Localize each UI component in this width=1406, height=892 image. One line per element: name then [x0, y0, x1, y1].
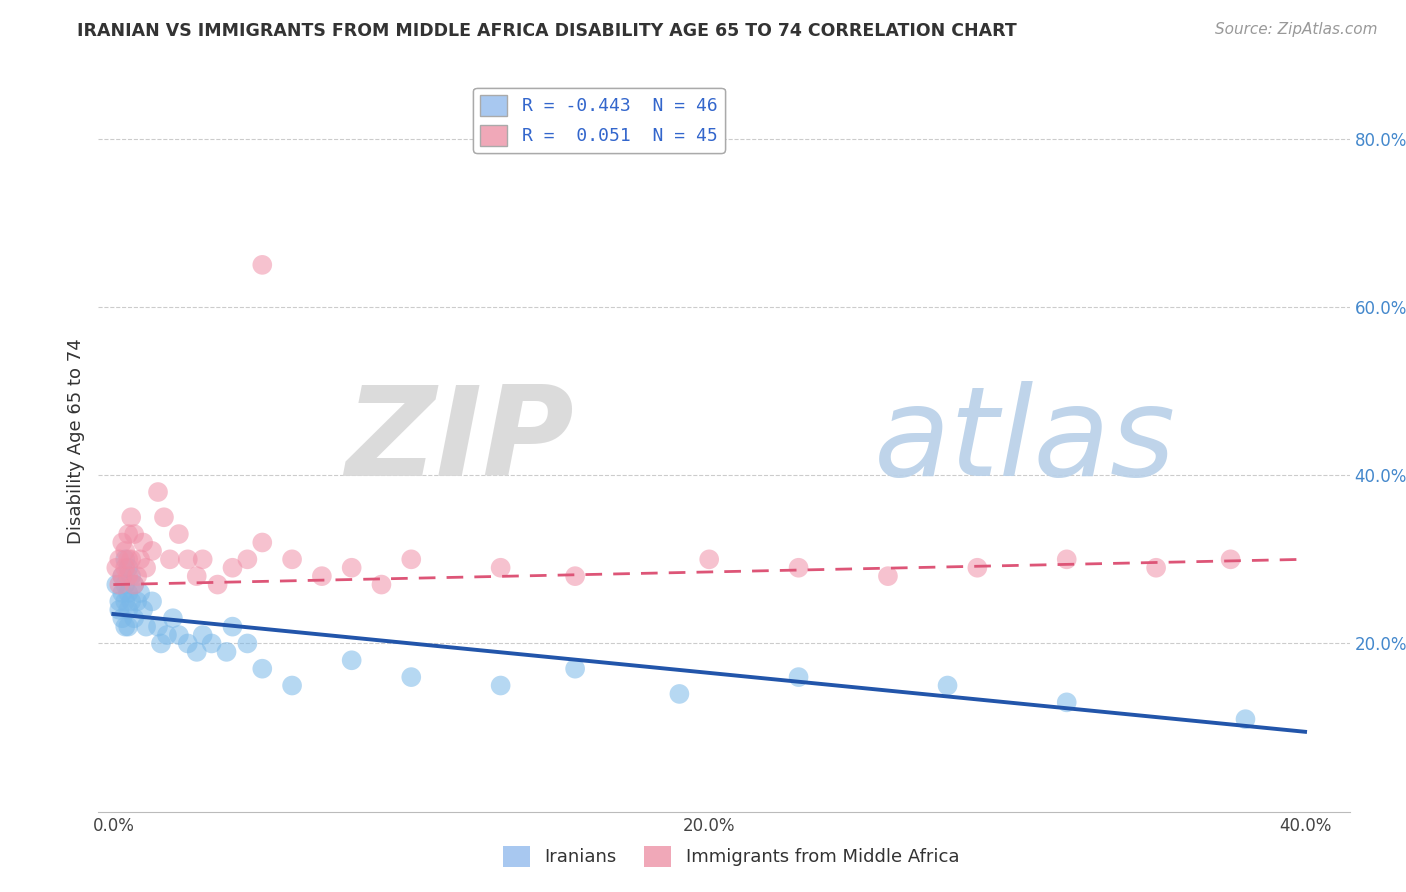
- Point: [141, 594, 163, 608]
- Point: [340, 560, 363, 574]
- Point: [117, 619, 139, 633]
- Point: [122, 577, 145, 591]
- Point: [132, 603, 155, 617]
- Point: [489, 679, 512, 693]
- Point: [201, 636, 224, 650]
- Point: [311, 569, 333, 583]
- Point: [111, 586, 134, 600]
- Point: [117, 527, 139, 541]
- Point: [401, 552, 423, 566]
- Legend: R = -0.443  N = 46, R =  0.051  N = 45: R = -0.443 N = 46, R = 0.051 N = 45: [472, 87, 725, 153]
- Point: [117, 586, 139, 600]
- Point: [564, 662, 586, 676]
- Point: [1144, 560, 1167, 574]
- Point: [281, 679, 304, 693]
- Point: [236, 552, 259, 566]
- Point: [177, 552, 200, 566]
- Point: [120, 569, 142, 583]
- Point: [207, 577, 229, 591]
- Point: [236, 636, 259, 650]
- Point: [135, 560, 157, 574]
- Point: [122, 527, 145, 541]
- Point: [111, 569, 134, 583]
- Point: [787, 560, 810, 574]
- Point: [108, 577, 131, 591]
- Point: [221, 560, 243, 574]
- Point: [114, 619, 136, 633]
- Point: [108, 552, 131, 566]
- Point: [117, 552, 139, 566]
- Point: [401, 670, 423, 684]
- Point: [120, 594, 142, 608]
- Text: atlas: atlas: [875, 381, 1177, 502]
- Point: [129, 586, 152, 600]
- Point: [141, 544, 163, 558]
- Point: [114, 544, 136, 558]
- Point: [114, 594, 136, 608]
- Point: [150, 636, 173, 650]
- Point: [132, 535, 155, 549]
- Point: [177, 636, 200, 650]
- Point: [117, 569, 139, 583]
- Point: [668, 687, 690, 701]
- Point: [120, 552, 142, 566]
- Text: Source: ZipAtlas.com: Source: ZipAtlas.com: [1215, 22, 1378, 37]
- Point: [146, 619, 169, 633]
- Point: [117, 603, 139, 617]
- Point: [111, 535, 134, 549]
- Text: ZIP: ZIP: [346, 381, 574, 502]
- Point: [1219, 552, 1241, 566]
- Point: [370, 577, 392, 591]
- Point: [936, 679, 959, 693]
- Point: [186, 569, 208, 583]
- Point: [114, 560, 136, 574]
- Point: [215, 645, 238, 659]
- Point: [281, 552, 304, 566]
- Point: [489, 560, 512, 574]
- Point: [564, 569, 586, 583]
- Point: [697, 552, 720, 566]
- Point: [877, 569, 900, 583]
- Point: [127, 594, 149, 608]
- Point: [111, 611, 134, 625]
- Point: [122, 611, 145, 625]
- Point: [252, 258, 274, 272]
- Point: [105, 560, 128, 574]
- Point: [114, 577, 136, 591]
- Point: [340, 653, 363, 667]
- Point: [120, 510, 142, 524]
- Point: [122, 577, 145, 591]
- Text: IRANIAN VS IMMIGRANTS FROM MIDDLE AFRICA DISABILITY AGE 65 TO 74 CORRELATION CHA: IRANIAN VS IMMIGRANTS FROM MIDDLE AFRICA…: [77, 22, 1017, 40]
- Point: [108, 603, 131, 617]
- Point: [252, 535, 274, 549]
- Point: [135, 619, 157, 633]
- Point: [787, 670, 810, 684]
- Point: [111, 569, 134, 583]
- Point: [167, 527, 190, 541]
- Point: [153, 510, 176, 524]
- Point: [162, 611, 184, 625]
- Point: [221, 619, 243, 633]
- Y-axis label: Disability Age 65 to 74: Disability Age 65 to 74: [66, 339, 84, 544]
- Point: [191, 552, 214, 566]
- Point: [191, 628, 214, 642]
- Point: [146, 485, 169, 500]
- Point: [167, 628, 190, 642]
- Point: [159, 552, 181, 566]
- Point: [1056, 695, 1078, 709]
- Point: [252, 662, 274, 676]
- Point: [129, 552, 152, 566]
- Point: [105, 577, 128, 591]
- Point: [1056, 552, 1078, 566]
- Point: [186, 645, 208, 659]
- Point: [966, 560, 988, 574]
- Point: [156, 628, 179, 642]
- Point: [114, 552, 136, 566]
- Point: [1234, 712, 1257, 726]
- Point: [117, 560, 139, 574]
- Point: [127, 569, 149, 583]
- Legend: Iranians, Immigrants from Middle Africa: Iranians, Immigrants from Middle Africa: [496, 838, 966, 874]
- Point: [108, 594, 131, 608]
